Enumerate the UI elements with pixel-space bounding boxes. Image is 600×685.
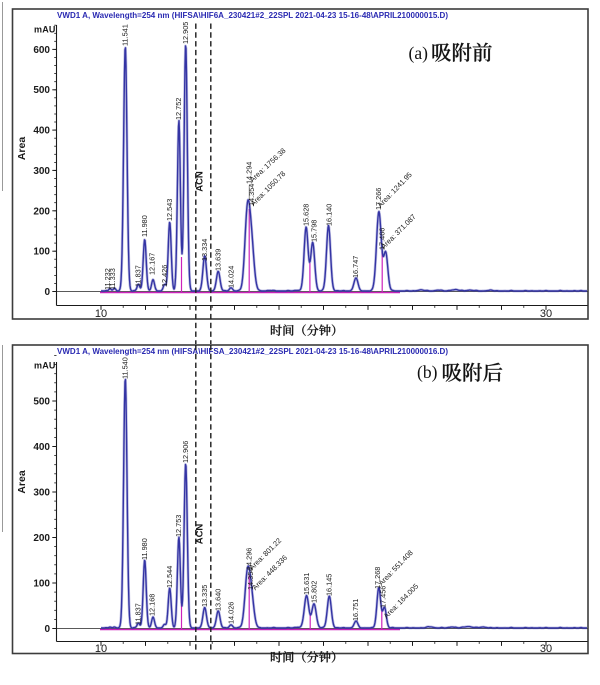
svg-text:12.543: 12.543 xyxy=(165,199,174,221)
svg-text:12.426: 12.426 xyxy=(160,265,169,287)
svg-text:mAU: mAU xyxy=(34,361,56,371)
svg-text:0: 0 xyxy=(44,287,50,298)
svg-text:17.268: 17.268 xyxy=(373,567,382,589)
svg-text:ACN: ACN xyxy=(195,524,206,545)
svg-text:15.628: 15.628 xyxy=(302,204,311,226)
svg-text:200: 200 xyxy=(33,206,50,217)
svg-text:14.026: 14.026 xyxy=(226,602,235,624)
svg-text:14.354: 14.354 xyxy=(246,568,255,590)
svg-text:14.024: 14.024 xyxy=(226,266,235,288)
svg-text:Area: Area xyxy=(16,470,28,494)
svg-text:500: 500 xyxy=(33,397,50,408)
svg-text:12.905: 12.905 xyxy=(181,22,190,44)
svg-text:11.232: 11.232 xyxy=(103,268,112,290)
svg-text:(a): (a) xyxy=(409,43,429,63)
svg-text:VWD1 A, Wavelength=254 nm (HIF: VWD1 A, Wavelength=254 nm (HIFSA\HIF6A_2… xyxy=(57,11,448,20)
svg-text:12.752: 12.752 xyxy=(174,98,183,120)
svg-text:13.334: 13.334 xyxy=(200,239,209,261)
svg-text:16.145: 16.145 xyxy=(325,574,334,596)
svg-text:13.335: 13.335 xyxy=(200,585,209,607)
svg-text:30: 30 xyxy=(540,643,552,655)
svg-text:10: 10 xyxy=(95,308,107,320)
svg-text:13.640: 13.640 xyxy=(214,589,223,611)
svg-text:16.747: 16.747 xyxy=(351,256,360,278)
svg-text:15.798: 15.798 xyxy=(309,220,318,242)
svg-text:16.751: 16.751 xyxy=(351,599,360,621)
svg-text:14.294: 14.294 xyxy=(245,162,254,184)
svg-text:11.980: 11.980 xyxy=(140,538,149,560)
svg-text:600: 600 xyxy=(33,45,50,56)
svg-text:12.544: 12.544 xyxy=(165,566,174,588)
svg-text:11.980: 11.980 xyxy=(140,215,149,237)
svg-text:13.639: 13.639 xyxy=(214,249,223,271)
svg-text:300: 300 xyxy=(33,166,50,177)
svg-text:15.631: 15.631 xyxy=(302,573,311,595)
svg-text:0: 0 xyxy=(44,624,50,635)
svg-text:12.753: 12.753 xyxy=(174,515,183,537)
svg-text:100: 100 xyxy=(33,579,50,590)
svg-text:10: 10 xyxy=(95,643,107,655)
svg-text:12.167: 12.167 xyxy=(147,253,156,275)
svg-text:Area: Area xyxy=(16,137,28,161)
svg-text:17.456: 17.456 xyxy=(378,586,387,608)
svg-text:12.906: 12.906 xyxy=(181,441,190,463)
svg-text:11.333: 11.333 xyxy=(108,268,117,290)
svg-text:200: 200 xyxy=(33,533,50,544)
svg-text:14.354: 14.354 xyxy=(247,184,256,206)
svg-text:ACN: ACN xyxy=(195,171,206,192)
svg-text:17.266: 17.266 xyxy=(374,188,383,210)
svg-text:14.296: 14.296 xyxy=(244,548,253,570)
svg-text:400: 400 xyxy=(33,442,50,453)
svg-text:16.140: 16.140 xyxy=(324,204,333,226)
svg-text:500: 500 xyxy=(33,85,50,96)
svg-text:11.541: 11.541 xyxy=(121,24,130,46)
svg-text:100: 100 xyxy=(33,247,50,258)
svg-text:300: 300 xyxy=(33,488,50,499)
svg-text:VWD1 A, Wavelength=254 nm (HIF: VWD1 A, Wavelength=254 nm (HIFSA\HIFSA_2… xyxy=(57,347,448,356)
svg-text:15.802: 15.802 xyxy=(309,581,318,603)
svg-text:11.837: 11.837 xyxy=(134,265,143,287)
svg-text:mAU: mAU xyxy=(34,25,56,35)
svg-text:11.540: 11.540 xyxy=(121,357,130,379)
svg-text:17.466: 17.466 xyxy=(378,228,387,250)
svg-text:12.168: 12.168 xyxy=(147,594,156,616)
svg-text:(b): (b) xyxy=(417,362,438,382)
svg-text:30: 30 xyxy=(540,308,552,320)
svg-text:400: 400 xyxy=(33,126,50,137)
svg-text:11.837: 11.837 xyxy=(134,603,143,625)
